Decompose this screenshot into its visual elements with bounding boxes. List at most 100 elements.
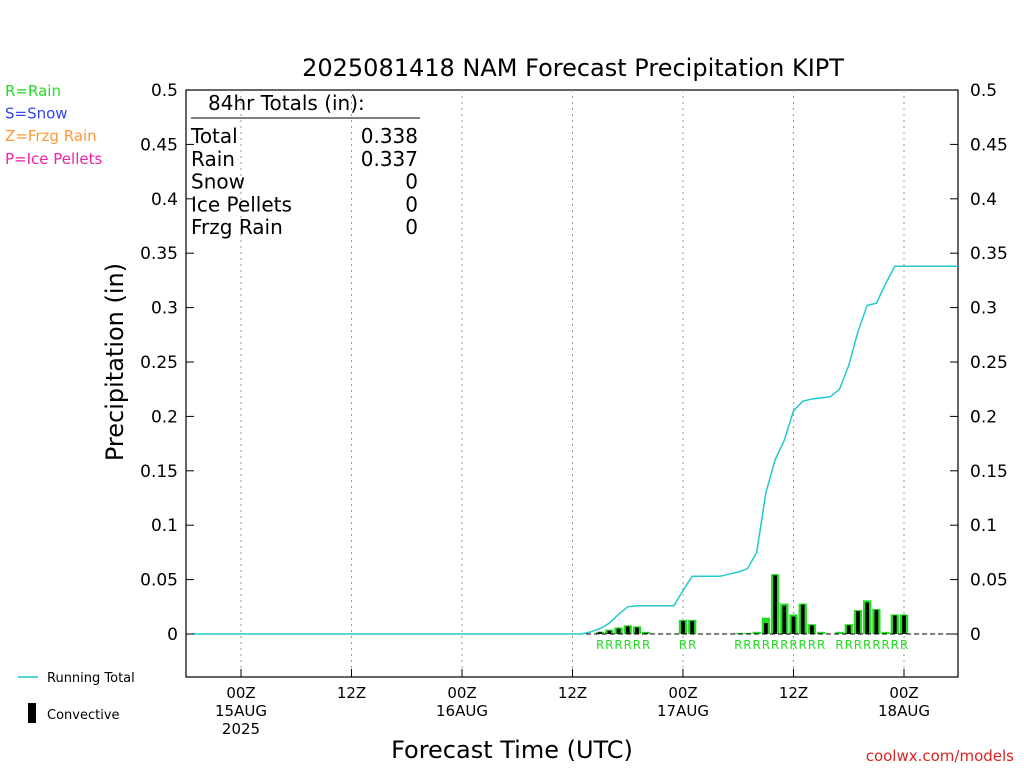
rain-bar [835, 631, 844, 634]
y-tick-label-left: 0.4 [151, 190, 178, 210]
y-tick-label-right: 0.1 [970, 516, 997, 536]
credit-text: coolwx.com/models [866, 747, 1014, 765]
precip-type-label: R [743, 638, 751, 652]
x-tick-label: 18AUG [878, 702, 930, 720]
x-tick-label: 16AUG [436, 702, 488, 720]
precip-type-label: R [679, 638, 687, 652]
convective-bar [690, 620, 695, 634]
running-total-line [193, 265, 958, 635]
precip-type-label: R [808, 638, 816, 652]
precip-type-label: R [614, 638, 622, 652]
convective-bar [865, 602, 870, 634]
convective-bar [598, 631, 602, 634]
precip-type-label: R [780, 638, 788, 652]
totals-row-value: 0 [405, 192, 418, 216]
precip-type-label: R [872, 638, 880, 652]
convective-legend-label: Convective [47, 708, 120, 723]
y-tick-label-left: 0.2 [151, 407, 178, 427]
type-legend-item: S=Snow [5, 105, 68, 123]
convective-bar [846, 625, 851, 634]
chart-title: 2025081418 NAM Forecast Precipitation KI… [302, 54, 844, 82]
totals-row-label: Frzg Rain [191, 215, 283, 239]
convective-bar [625, 626, 630, 634]
rain-bar [752, 631, 761, 634]
rain-bar [816, 631, 826, 634]
totals-row-value: 0.338 [361, 124, 418, 148]
y-tick-label-right: 0.45 [970, 135, 1008, 155]
x-tick-label: 12Z [558, 684, 587, 702]
totals-box: 84hr Totals (in): Total 0.338 Rain 0.337 Sno… [190, 91, 420, 239]
gridlines [240, 90, 905, 677]
totals-row-label: Rain [191, 147, 235, 171]
precip-type-label: R [900, 638, 908, 652]
convective-bar [635, 627, 639, 634]
y-tick-label-left: 0 [167, 625, 178, 645]
convective-bar [764, 623, 768, 634]
y-tick-label-right: 0.35 [970, 244, 1008, 264]
totals-row-value: 0 [405, 215, 418, 239]
y-tick-label-left: 0.1 [151, 516, 178, 536]
x-tick-label: 12Z [779, 684, 808, 702]
precip-type-label: R [624, 638, 632, 652]
precip-type-label: R [596, 638, 604, 652]
totals-row-label: Ice Pellets [191, 192, 292, 216]
y-tick-label-right: 0.25 [970, 353, 1008, 373]
convective-bar [782, 605, 787, 634]
precip-type-label: R [688, 638, 696, 652]
precip-type-label: R [633, 638, 641, 652]
convective-legend-swatch [28, 703, 36, 723]
y-tick-label-left: 0.5 [151, 81, 178, 101]
precip-type-label: R [891, 638, 899, 652]
convective-bar [856, 611, 860, 634]
totals-header: 84hr Totals (in): [208, 91, 365, 115]
type-legend-item: P=Ice Pellets [5, 150, 102, 168]
precip-type-label: R [642, 638, 650, 652]
y-tick-label-right: 0.2 [970, 407, 997, 427]
convective-bar [773, 575, 777, 634]
y-tick-label-left: 0.3 [151, 299, 178, 319]
precip-type-label: R [789, 638, 797, 652]
precip-type-label: R [854, 638, 862, 652]
precip-type-label: R [835, 638, 843, 652]
precip-type-label: R [799, 638, 807, 652]
y-tick-label-right: 0.05 [970, 571, 1008, 591]
x-tick-label: 00Z [447, 684, 476, 702]
x-tick-label: 17AUG [657, 702, 709, 720]
running-total-legend-label: Running Total [47, 671, 135, 686]
series-legend: Running Total Convective [18, 671, 135, 723]
y-tick-label-left: 0.45 [140, 135, 178, 155]
y-tick-label-left: 0.15 [140, 462, 178, 482]
precip-type-label: R [734, 638, 742, 652]
rain-bar [734, 632, 743, 634]
type-legend-item: Z=Frzg Rain [5, 127, 97, 145]
precip-type-label: R [752, 638, 760, 652]
y-axis-left: 0 0.05 0.1 0.15 0.2 0.25 0.3 0.35 0.4 0.45 0.5 [140, 81, 194, 645]
y-tick-label-left: 0.25 [140, 353, 178, 373]
x-axis-title: Forecast Time (UTC) [391, 736, 633, 764]
y-tick-label-right: 0.4 [970, 190, 997, 210]
convective-bar [902, 615, 906, 634]
convective-bar [644, 632, 649, 634]
precip-type-label: R [863, 638, 871, 652]
convective-bar [791, 616, 796, 634]
y-tick-label-left: 0.05 [140, 571, 178, 591]
y-axis-right: 0 0.05 0.1 0.15 0.2 0.25 0.3 0.35 0.4 0.45 0.5 [950, 81, 1008, 645]
precip-type-label: R [771, 638, 779, 652]
x-tick-label: 00Z [668, 684, 697, 702]
precip-type-label: R [845, 638, 853, 652]
x-tick-label: 15AUG [215, 702, 267, 720]
totals-row-label: Snow [191, 170, 245, 194]
convective-bar [681, 620, 685, 634]
type-legend-item: R=Rain [5, 82, 61, 100]
precip-type-legend: R=Rain S=Snow Z=Frzg Rain P=Ice Pellets [5, 82, 102, 168]
y-tick-label-right: 0.5 [970, 81, 997, 101]
totals-row-label: Total [190, 124, 238, 148]
x-tick-label: 12Z [337, 684, 366, 702]
y-tick-label-right: 0.15 [970, 462, 1008, 482]
convective-bar [874, 610, 879, 634]
y-tick-label-right: 0.3 [970, 299, 997, 319]
x-tick-label: 00Z [889, 684, 918, 702]
x-tick-label: 2025 [222, 720, 260, 738]
